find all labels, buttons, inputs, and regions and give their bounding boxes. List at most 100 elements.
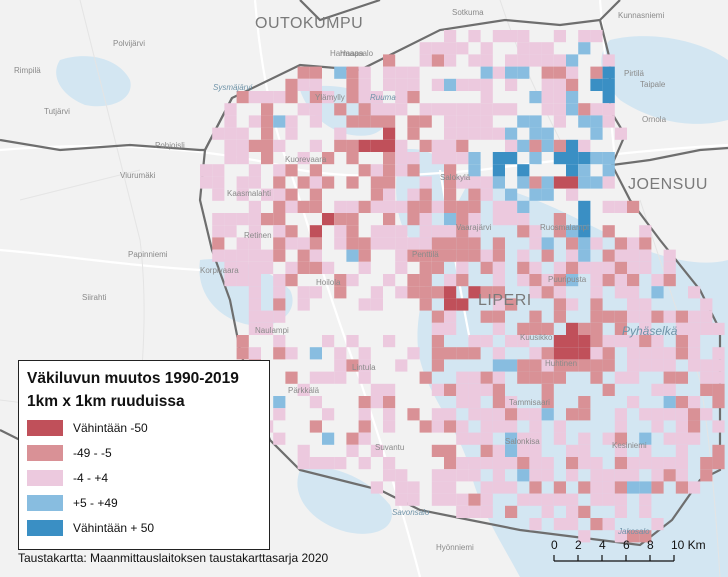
grid-cell xyxy=(383,237,396,250)
map-credit: Taustakartta: Maanmittauslaitoksen taust… xyxy=(18,551,329,565)
grid-cell xyxy=(663,396,676,409)
grid-cell xyxy=(456,469,469,482)
grid-cell xyxy=(297,444,310,457)
grid-cell xyxy=(297,237,310,250)
grid-cell xyxy=(419,54,432,67)
grid-cell xyxy=(444,115,457,128)
grid-cell xyxy=(614,261,627,274)
grid-cell xyxy=(566,103,579,116)
joensuu-boundary xyxy=(611,146,728,167)
label-kuusikko: Kuusikko xyxy=(520,333,553,342)
grid-cell xyxy=(236,249,249,262)
grid-cell xyxy=(492,103,505,116)
grid-cell xyxy=(444,139,457,152)
grid-cell xyxy=(700,408,713,421)
grid-cell xyxy=(492,213,505,226)
grid-cell xyxy=(444,444,457,457)
grid-cell xyxy=(675,310,688,323)
grid-cell xyxy=(505,30,518,43)
grid-cell xyxy=(456,213,469,226)
grid-cell xyxy=(590,371,603,384)
grid-cell xyxy=(541,383,554,396)
grid-cell xyxy=(248,115,261,128)
grid-cell xyxy=(419,176,432,189)
grid-cell xyxy=(517,164,530,177)
grid-cell xyxy=(700,310,713,323)
grid-cell xyxy=(651,359,664,372)
grid-cell xyxy=(309,396,322,409)
grid-cell xyxy=(285,188,298,201)
grid-cell xyxy=(602,54,615,67)
grid-cell xyxy=(602,261,615,274)
grid-cell xyxy=(614,322,627,335)
grid-cell xyxy=(602,274,615,287)
grid-cell xyxy=(602,91,615,104)
grid-cell xyxy=(566,274,579,287)
grid-cell xyxy=(480,78,493,91)
grid-cell xyxy=(334,213,347,226)
grid-cell xyxy=(407,66,420,79)
grid-cell xyxy=(444,347,457,360)
label-kaasmalami: Kaasmalahti xyxy=(227,189,271,198)
legend-swatch xyxy=(27,420,63,436)
grid-cell xyxy=(370,481,383,494)
grid-cell xyxy=(273,164,286,177)
grid-cell xyxy=(517,274,530,287)
grid-cell xyxy=(456,457,469,470)
grid-cell xyxy=(566,91,579,104)
grid-cell xyxy=(480,54,493,67)
grid-cell xyxy=(224,115,237,128)
grid-cell xyxy=(297,200,310,213)
grid-cell xyxy=(492,481,505,494)
grid-cell xyxy=(407,408,420,421)
grid-cell xyxy=(578,335,591,348)
grid-cell xyxy=(297,298,310,311)
grid-cell xyxy=(541,249,554,262)
grid-cell xyxy=(492,469,505,482)
grid-cell xyxy=(505,457,518,470)
label-polvijarvi: Polvijärvi xyxy=(113,39,145,48)
grid-cell xyxy=(602,115,615,128)
grid-cell xyxy=(688,359,701,372)
grid-cell xyxy=(505,213,518,226)
legend-label: Vähintään + 50 xyxy=(73,521,155,535)
grid-cell xyxy=(651,335,664,348)
grid-cell xyxy=(322,91,335,104)
grid-cell xyxy=(431,444,444,457)
grid-cell xyxy=(578,115,591,128)
grid-cell xyxy=(309,237,322,250)
grid-cell xyxy=(261,249,274,262)
legend-label: -49 - -5 xyxy=(73,446,112,460)
grid-cell xyxy=(444,322,457,335)
grid-cell xyxy=(407,164,420,177)
grid-cell xyxy=(419,420,432,433)
label-naulampi: Naulampi xyxy=(255,326,289,335)
grid-cell xyxy=(541,359,554,372)
grid-cell xyxy=(212,164,225,177)
grid-cell xyxy=(383,127,396,140)
label-rimpila: Rimpilä xyxy=(14,66,41,75)
lake-west xyxy=(199,259,293,326)
legend-label: Vähintään -50 xyxy=(73,421,148,435)
grid-cell xyxy=(541,139,554,152)
grid-cell xyxy=(456,103,469,116)
grid-cell xyxy=(566,347,579,360)
grid-cell xyxy=(419,103,432,116)
label-taipale: Taipale xyxy=(640,80,666,89)
grid-cell xyxy=(248,225,261,238)
east-boundary xyxy=(599,0,621,21)
grid-cell xyxy=(566,176,579,189)
grid-cell xyxy=(627,457,640,470)
grid-cell xyxy=(236,176,249,189)
grid-cell xyxy=(553,371,566,384)
grid-cell xyxy=(431,152,444,165)
grid-cell xyxy=(639,432,652,445)
grid-cell xyxy=(346,176,359,189)
grid-cell xyxy=(651,383,664,396)
grid-cell xyxy=(639,481,652,494)
grid-cell xyxy=(663,249,676,262)
grid-cell xyxy=(566,444,579,457)
grid-cell xyxy=(712,347,725,360)
grid-cell xyxy=(419,188,432,201)
